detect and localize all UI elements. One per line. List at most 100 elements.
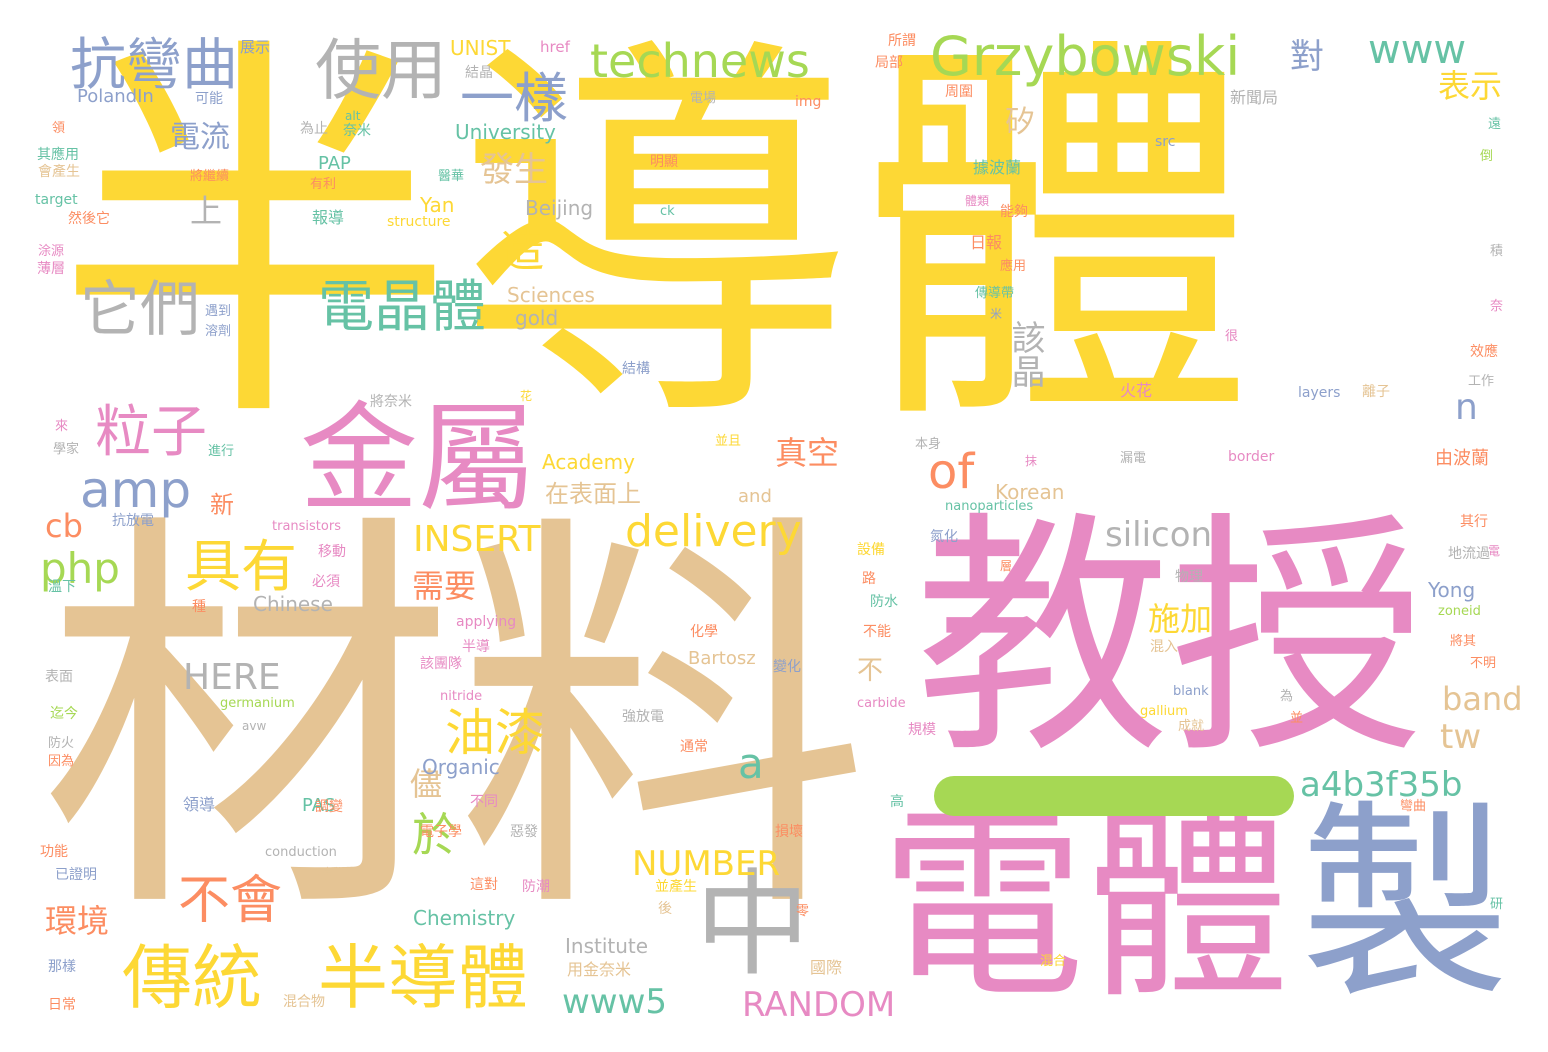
word: 所謂 xyxy=(888,33,916,49)
word: 上 xyxy=(190,192,223,230)
word: 彎曲 xyxy=(1400,799,1427,814)
word-bar xyxy=(934,776,1294,816)
word: 新聞局 xyxy=(1230,88,1279,107)
word: 結構 xyxy=(622,361,650,377)
word: 半導體 xyxy=(318,937,528,1019)
word: nitride xyxy=(440,689,483,704)
word: 可能 xyxy=(195,91,223,107)
word: 新 xyxy=(210,491,234,519)
word: Chinese xyxy=(253,592,333,616)
word: 需要 xyxy=(412,567,477,605)
word: Bartosz xyxy=(688,648,756,669)
word: 為止 xyxy=(300,121,328,137)
word: 物理 xyxy=(1175,569,1203,585)
word: 環境 xyxy=(45,902,110,940)
word: 溫下 xyxy=(48,579,76,595)
word: 有利 xyxy=(310,177,337,192)
word: technews xyxy=(590,34,810,88)
word: 然後它 xyxy=(68,211,110,227)
word: 粒子 xyxy=(95,400,207,465)
word: 由波蘭 xyxy=(1435,448,1489,469)
word: border xyxy=(1228,449,1275,465)
word: 混合物 xyxy=(283,994,325,1010)
word: 將奈米 xyxy=(370,394,412,410)
word: 通常 xyxy=(680,739,708,755)
word: Chemistry xyxy=(413,906,516,930)
word: 不明 xyxy=(1470,656,1497,671)
word: 能夠 xyxy=(1000,204,1028,220)
word: 必須 xyxy=(312,574,340,590)
word: 半導體 xyxy=(55,7,1255,472)
word: 一樣 xyxy=(460,67,568,130)
word: carbide xyxy=(857,696,906,711)
word: 應用 xyxy=(1000,259,1027,274)
word: 成就 xyxy=(1178,719,1205,734)
word: 施加 xyxy=(1148,600,1213,638)
word: 醫華 xyxy=(438,169,465,184)
word: 該晶 xyxy=(1005,320,1045,388)
word: n xyxy=(1455,387,1478,428)
word: php xyxy=(40,544,120,593)
word: 混入 xyxy=(1150,639,1178,655)
word: 防火 xyxy=(48,736,75,751)
word: 傳統 xyxy=(122,937,262,1019)
word: 電場 xyxy=(690,91,717,106)
word: 功能 xyxy=(40,844,68,860)
word: 氮化 xyxy=(930,529,958,545)
word: Yong xyxy=(1428,578,1476,602)
word: nanoparticles xyxy=(945,499,1034,514)
word: 地流過 xyxy=(1448,546,1490,562)
word: 造 xyxy=(500,226,544,277)
word: 這對 xyxy=(470,877,498,893)
word: 電流 xyxy=(170,120,230,155)
word: 效應 xyxy=(1470,344,1498,360)
word: 設備 xyxy=(857,542,885,558)
word: 迄今 xyxy=(50,706,78,722)
word: and xyxy=(738,486,772,507)
word: 並 xyxy=(1290,711,1304,726)
word: 將繼續 xyxy=(190,169,230,184)
word: transistors xyxy=(272,519,341,534)
word: 路 xyxy=(862,571,876,587)
word: 將其 xyxy=(1450,634,1477,649)
word: gallium xyxy=(1140,704,1188,719)
word: 規模 xyxy=(908,722,936,738)
word: 學家 xyxy=(53,442,80,457)
word: Academy xyxy=(542,450,635,474)
word: target xyxy=(35,192,78,208)
word: 花 xyxy=(520,389,533,403)
word: PAS xyxy=(302,795,336,816)
word: 火花 xyxy=(1120,381,1153,400)
word: 矽 xyxy=(1005,105,1035,140)
word: 據波蘭 xyxy=(973,158,1022,177)
word: 移動 xyxy=(318,544,346,560)
word: 後 xyxy=(658,901,672,917)
word: of xyxy=(928,444,975,500)
word: avw xyxy=(242,719,267,733)
word: 變化 xyxy=(773,659,801,675)
word: 離子 xyxy=(1362,384,1390,400)
word: 具有 xyxy=(185,535,297,600)
word: amp xyxy=(80,461,192,519)
word: 明顯 xyxy=(650,154,678,170)
word: conduction xyxy=(265,845,337,860)
word: 遇到 xyxy=(205,304,232,319)
word: 並且 xyxy=(715,434,742,449)
word: 表示 xyxy=(1438,67,1503,105)
word: 用金奈米 xyxy=(567,960,632,979)
word: 為 xyxy=(1280,689,1294,704)
word: 奈 xyxy=(1490,299,1504,314)
word: 製 xyxy=(1300,782,1511,1027)
word: 層 xyxy=(1000,559,1013,573)
word: 溶劑 xyxy=(205,324,232,339)
word: 奈米 xyxy=(343,123,371,139)
word: Sciences xyxy=(507,283,595,307)
word: 很 xyxy=(1225,329,1239,344)
word: 體類 xyxy=(965,194,990,208)
word: 儘 xyxy=(410,765,443,803)
word: 中 xyxy=(695,858,811,992)
word: 它們 xyxy=(80,275,200,345)
word: 該團隊 xyxy=(420,656,462,672)
word: structure xyxy=(387,214,451,230)
word: 因為 xyxy=(48,754,75,769)
